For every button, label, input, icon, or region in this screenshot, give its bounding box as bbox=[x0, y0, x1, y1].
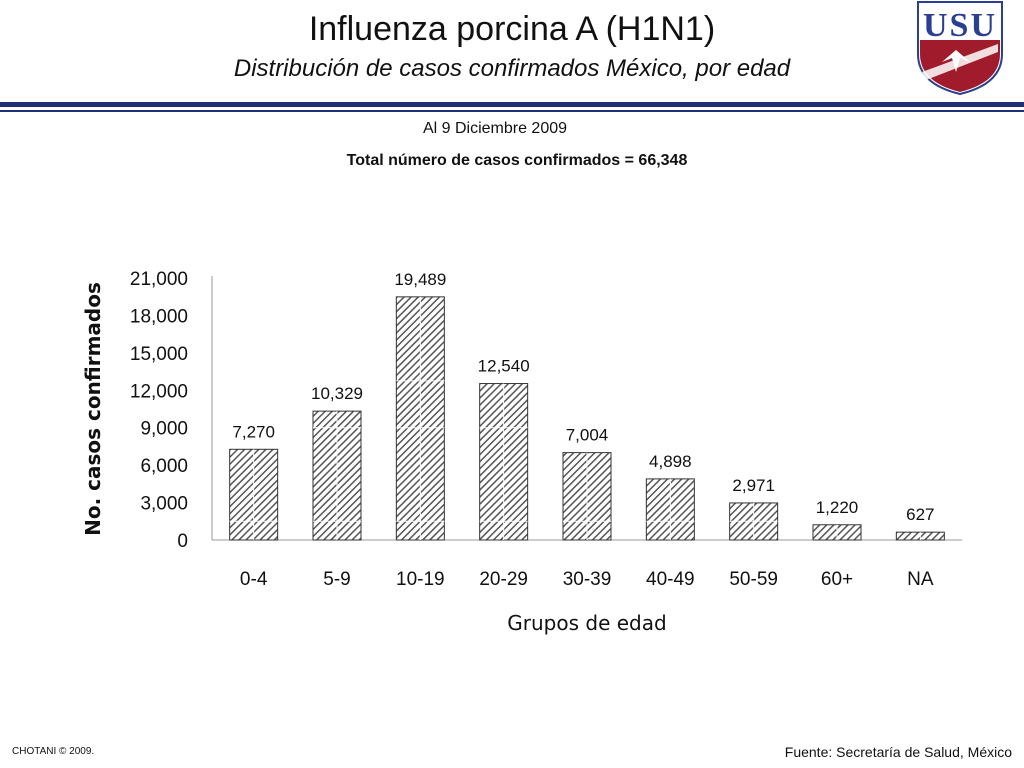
y-tick-label: 18,000 bbox=[130, 306, 188, 327]
x-tick-label: 50-59 bbox=[729, 569, 778, 590]
y-tick-label: 6,000 bbox=[140, 456, 188, 477]
source-note: Fuente: Secretaría de Salud, México bbox=[785, 744, 1012, 760]
y-tick-label: 12,000 bbox=[130, 381, 188, 402]
x-tick-label: 40-49 bbox=[646, 569, 695, 590]
y-tick-label: 21,000 bbox=[130, 269, 188, 290]
data-label: 1,220 bbox=[816, 498, 859, 517]
data-label: 12,540 bbox=[478, 357, 530, 376]
x-tick-label: 60+ bbox=[821, 569, 853, 590]
copyright-note: CHOTANI © 2009. bbox=[12, 746, 94, 757]
x-tick-label: 20-29 bbox=[479, 569, 528, 590]
data-label: 7,004 bbox=[566, 426, 609, 445]
y-tick-label: 9,000 bbox=[140, 419, 188, 440]
y-tick-label: 3,000 bbox=[140, 494, 188, 515]
data-label: 627 bbox=[906, 505, 934, 524]
x-axis-title: Grupos de edad bbox=[507, 611, 666, 635]
data-label: 19,489 bbox=[394, 270, 446, 289]
data-label: 7,270 bbox=[232, 422, 275, 441]
x-tick-label: 5-9 bbox=[323, 569, 350, 590]
data-label: 4,898 bbox=[649, 452, 692, 471]
data-label: 10,329 bbox=[311, 384, 363, 403]
x-tick-label: 10-19 bbox=[396, 569, 445, 590]
y-tick-label: 0 bbox=[177, 531, 188, 552]
x-tick-label: NA bbox=[907, 569, 934, 590]
x-tick-label: 30-39 bbox=[563, 569, 612, 590]
data-label: 2,971 bbox=[732, 476, 775, 495]
y-axis-title: No. casos confirmados bbox=[81, 282, 105, 536]
x-tick-label: 0-4 bbox=[240, 569, 268, 590]
y-tick-label: 15,000 bbox=[130, 344, 188, 365]
